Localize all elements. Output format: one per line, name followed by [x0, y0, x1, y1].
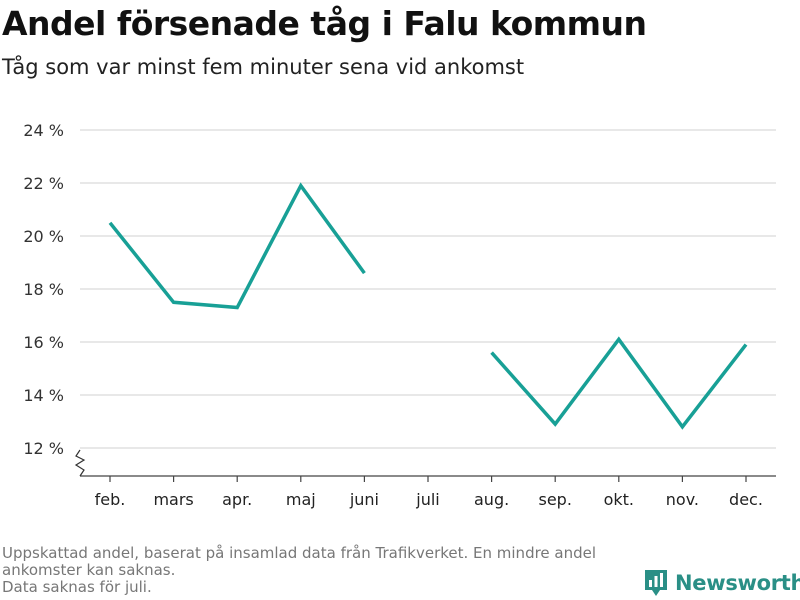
series-lines [108, 182, 748, 430]
x-tick-label: okt. [604, 490, 634, 509]
y-tick-label: 20 % [23, 227, 64, 246]
x-tick-label: apr. [222, 490, 252, 509]
x-tick-label: maj [286, 490, 316, 509]
y-tick-label: 16 % [23, 333, 64, 352]
axis-break-icon [74, 449, 86, 477]
series-line [490, 336, 748, 430]
x-tick-label: juni [349, 490, 379, 509]
y-tick-label: 22 % [23, 174, 64, 193]
bar-chart-logo-icon [645, 570, 667, 596]
y-axis-labels: 12 % 14 % 16 % 18 % 20 % 22 % 24 % [23, 121, 64, 458]
y-tick-label: 12 % [23, 439, 64, 458]
x-tick-label: aug. [474, 490, 509, 509]
x-tick-label: dec. [729, 490, 763, 509]
page-title: Andel försenade tåg i Falu kommun [2, 4, 647, 43]
x-axis [74, 449, 776, 482]
x-tick-label: sep. [538, 490, 571, 509]
y-tick-label: 18 % [23, 280, 64, 299]
x-axis-labels: feb. mars apr. maj juni juli aug. sep. okt. nov. d… [95, 490, 763, 509]
footnote-line: Data saknas för juli. [2, 578, 152, 596]
x-tick-label: feb. [95, 490, 126, 509]
series-line [108, 182, 366, 310]
x-tick-label: nov. [666, 490, 699, 509]
page-subtitle: Tåg som var minst fem minuter sena vid a… [2, 55, 525, 79]
grid-lines [80, 129, 776, 449]
y-tick-label: 14 % [23, 386, 64, 405]
brand-name: Newsworthy [675, 571, 800, 595]
brand-logo: Newsworthy [643, 568, 800, 598]
footnote-line: Uppskattad andel, baserat på insamlad da… [2, 544, 597, 562]
x-tick-label: mars [153, 490, 193, 509]
y-tick-label: 24 % [23, 121, 64, 140]
footnote: Uppskattad andel, baserat på insamlad da… [2, 545, 642, 596]
footnote-line: ankomster kan saknas. [2, 561, 176, 579]
line-chart: 12 % 14 % 16 % 18 % 20 % 22 % 24 % feb. mars apr… [23, 121, 776, 509]
x-tick-label: juli [415, 490, 439, 509]
